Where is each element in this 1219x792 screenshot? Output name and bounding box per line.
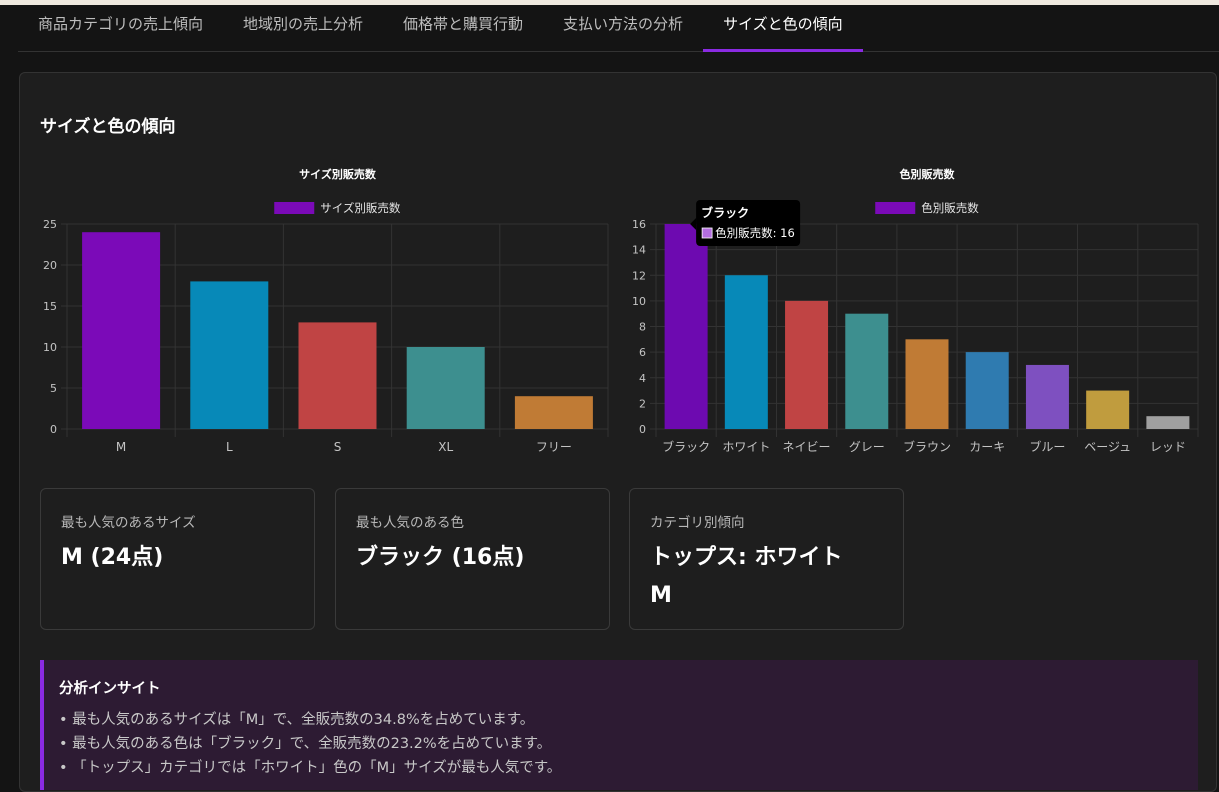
card-label: 最も人気のある色 — [356, 515, 464, 531]
bar-ブルー — [1025, 364, 1069, 429]
x-tick-label: レッド — [1150, 440, 1186, 454]
bar-ホワイト — [724, 275, 768, 429]
bar-ブラック — [664, 224, 708, 429]
card-category-trend: カテゴリ別傾向 トップス: ホワイト M — [629, 488, 904, 630]
chart-title: 色別販売数 — [900, 167, 956, 181]
y-tick-label: 14 — [632, 244, 646, 257]
insight-box: 分析インサイト 最も人気のあるサイズは「M」で、全販売数の34.8%を占めていま… — [40, 660, 1198, 790]
tab-payment-method[interactable]: 支払い方法の分析 — [563, 15, 684, 33]
x-tick-label: フリー — [536, 440, 572, 454]
bar-XL — [406, 347, 485, 429]
insight-item: 最も人気のあるサイズは「M」で、全販売数の34.8%を占めています。 — [59, 708, 561, 732]
bar-ブラウン — [905, 339, 949, 429]
card-value: ブラック (16点) — [356, 545, 525, 570]
y-tick-label: 6 — [639, 346, 646, 359]
legend-swatch — [875, 202, 916, 214]
bar-カーキ — [965, 352, 1009, 429]
legend-label: 色別販売数 — [921, 201, 979, 215]
tab-category-sales[interactable]: 商品カテゴリの売上傾向 — [38, 15, 204, 33]
tab-size-color[interactable]: サイズと色の傾向 — [703, 5, 863, 52]
bar-M — [82, 232, 161, 429]
x-tick-label: L — [226, 440, 233, 454]
x-tick-label: M — [116, 440, 126, 454]
y-tick-label: 15 — [43, 300, 57, 313]
bar-ベージュ — [1086, 390, 1130, 429]
y-tick-label: 4 — [639, 372, 646, 385]
y-tick-label: 20 — [43, 259, 57, 272]
x-tick-label: ブルー — [1029, 439, 1065, 454]
legend-swatch — [274, 202, 315, 214]
x-tick-label: カーキ — [969, 440, 1005, 454]
y-tick-label: 2 — [639, 397, 646, 410]
x-tick-label: グレー — [849, 440, 885, 454]
x-tick-label: ブラック — [662, 439, 710, 454]
legend-label: サイズ別販売数 — [320, 201, 401, 215]
card-value: M (24点) — [61, 545, 164, 570]
tab-price-behavior[interactable]: 価格帯と購買行動 — [403, 15, 524, 33]
card-label: 最も人気のあるサイズ — [61, 515, 196, 531]
insight-item: 最も人気のある色は「ブラック」で、全販売数の23.2%を占めています。 — [59, 732, 561, 756]
x-tick-label: S — [334, 440, 342, 454]
x-tick-label: ホワイト — [722, 440, 770, 454]
y-tick-label: 0 — [639, 423, 646, 436]
x-tick-label: XL — [438, 440, 453, 454]
tooltip-box — [696, 200, 801, 246]
bar-レッド — [1146, 416, 1190, 429]
card-top-color: 最も人気のある色 ブラック (16点) — [335, 488, 610, 630]
tooltip-arrow — [690, 218, 697, 230]
chart-title: サイズ別販売数 — [299, 167, 377, 181]
y-tick-label: 10 — [43, 341, 57, 354]
bar-ネイビー — [785, 300, 829, 429]
tooltip-text: 色別販売数: 16 — [715, 226, 795, 240]
y-tick-label: 16 — [632, 218, 646, 231]
insight-item: 「トップス」カテゴリでは「ホワイト」色の「M」サイズが最も人気です。 — [59, 756, 561, 780]
window-top-strip — [0, 0, 1219, 5]
section-title: サイズと色の傾向 — [40, 117, 176, 137]
bar-グレー — [845, 313, 889, 429]
x-tick-label: ブラウン — [903, 439, 951, 454]
x-tick-label: ネイビー — [783, 440, 831, 454]
card-value: トップス: ホワイト M — [650, 545, 843, 608]
x-tick-label: ベージュ — [1084, 440, 1131, 454]
bar-フリー — [514, 396, 593, 429]
y-tick-label: 25 — [43, 218, 57, 231]
bar-L — [190, 281, 269, 429]
y-tick-label: 10 — [632, 295, 646, 308]
y-tick-label: 12 — [632, 269, 646, 282]
tab-bar: 商品カテゴリの売上傾向 地域別の売上分析 価格帯と購買行動 支払い方法の分析 サ… — [18, 5, 1219, 52]
y-tick-label: 5 — [50, 382, 57, 395]
y-tick-label: 8 — [639, 321, 646, 334]
bar-S — [298, 322, 377, 429]
y-tick-label: 0 — [50, 423, 57, 436]
insight-list: 最も人気のあるサイズは「M」で、全販売数の34.8%を占めています。 最も人気の… — [59, 708, 561, 780]
tooltip-swatch — [701, 227, 713, 239]
card-label: カテゴリ別傾向 — [650, 515, 745, 531]
insight-title: 分析インサイト — [59, 681, 161, 697]
tab-region-sales[interactable]: 地域別の売上分析 — [243, 15, 364, 33]
card-top-size: 最も人気のあるサイズ M (24点) — [40, 488, 315, 630]
tooltip-title: ブラック — [701, 205, 749, 220]
